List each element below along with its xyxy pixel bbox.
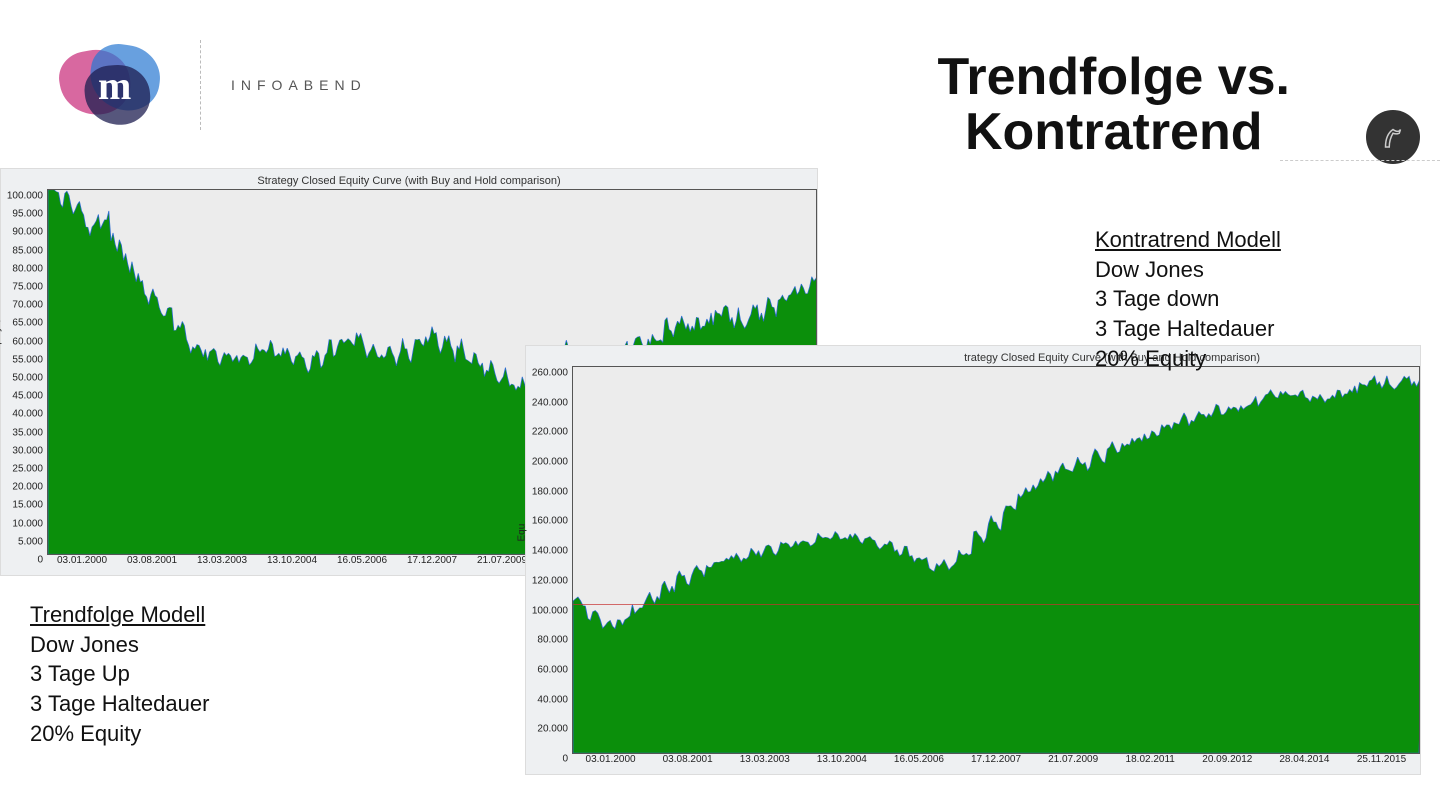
trendfolge-line-0: Dow Jones <box>30 630 209 660</box>
chart-right-title: trategy Closed Equity Curve (with Buy an… <box>526 346 1420 366</box>
chart-right-yaxis: 020.00040.00060.00080.000100.000120.0001… <box>526 366 572 754</box>
chart-right-panel: trategy Closed Equity Curve (with Buy an… <box>525 345 1421 775</box>
chart-left-yaxis: 05.00010.00015.00020.00025.00030.00035.0… <box>1 189 47 555</box>
kontratrend-line-0: Dow Jones <box>1095 255 1281 285</box>
logo-mark: m <box>60 40 170 130</box>
chart-right-xaxis: 03.01.200003.08.200113.03.200313.10.2004… <box>526 754 1420 765</box>
logo-letter: m <box>98 62 131 109</box>
trendfolge-header: Trendfolge Modell <box>30 600 209 630</box>
chart-right-svg <box>573 367 1419 753</box>
logo-area: m INFOABEND <box>60 40 367 130</box>
trendfolge-model-box: Trendfolge Modell Dow Jones 3 Tage Up 3 … <box>30 600 209 748</box>
logo-divider <box>200 40 201 130</box>
trendfolge-line-2: 3 Tage Haltedauer <box>30 689 209 719</box>
chart-left-title: Strategy Closed Equity Curve (with Buy a… <box>1 169 817 189</box>
kontratrend-model-box: Kontratrend Modell Dow Jones 3 Tage down… <box>1095 225 1281 373</box>
title-line-1: Trendfolge vs. <box>937 50 1290 105</box>
kontratrend-line-1: 3 Tage down <box>1095 284 1281 314</box>
trendfolge-line-3: 20% Equity <box>30 719 209 749</box>
title-line-2: Kontratrend <box>937 105 1290 160</box>
corner-badge-icon <box>1366 110 1420 164</box>
kontratrend-line-2: 3 Tage Haltedauer <box>1095 314 1281 344</box>
kontratrend-line-3: 20% Equity <box>1095 344 1281 374</box>
chart-right-reference-line <box>573 604 1419 605</box>
trendfolge-line-1: 3 Tage Up <box>30 659 209 689</box>
corner-dashed-line <box>1280 160 1440 161</box>
logo-subtitle: INFOABEND <box>231 77 367 93</box>
kontratrend-header: Kontratrend Modell <box>1095 225 1281 255</box>
chart-right-body: 020.00040.00060.00080.000100.000120.0001… <box>526 366 1420 754</box>
chart-right-plot <box>572 366 1420 754</box>
page-title: Trendfolge vs. Kontratrend <box>937 50 1290 159</box>
